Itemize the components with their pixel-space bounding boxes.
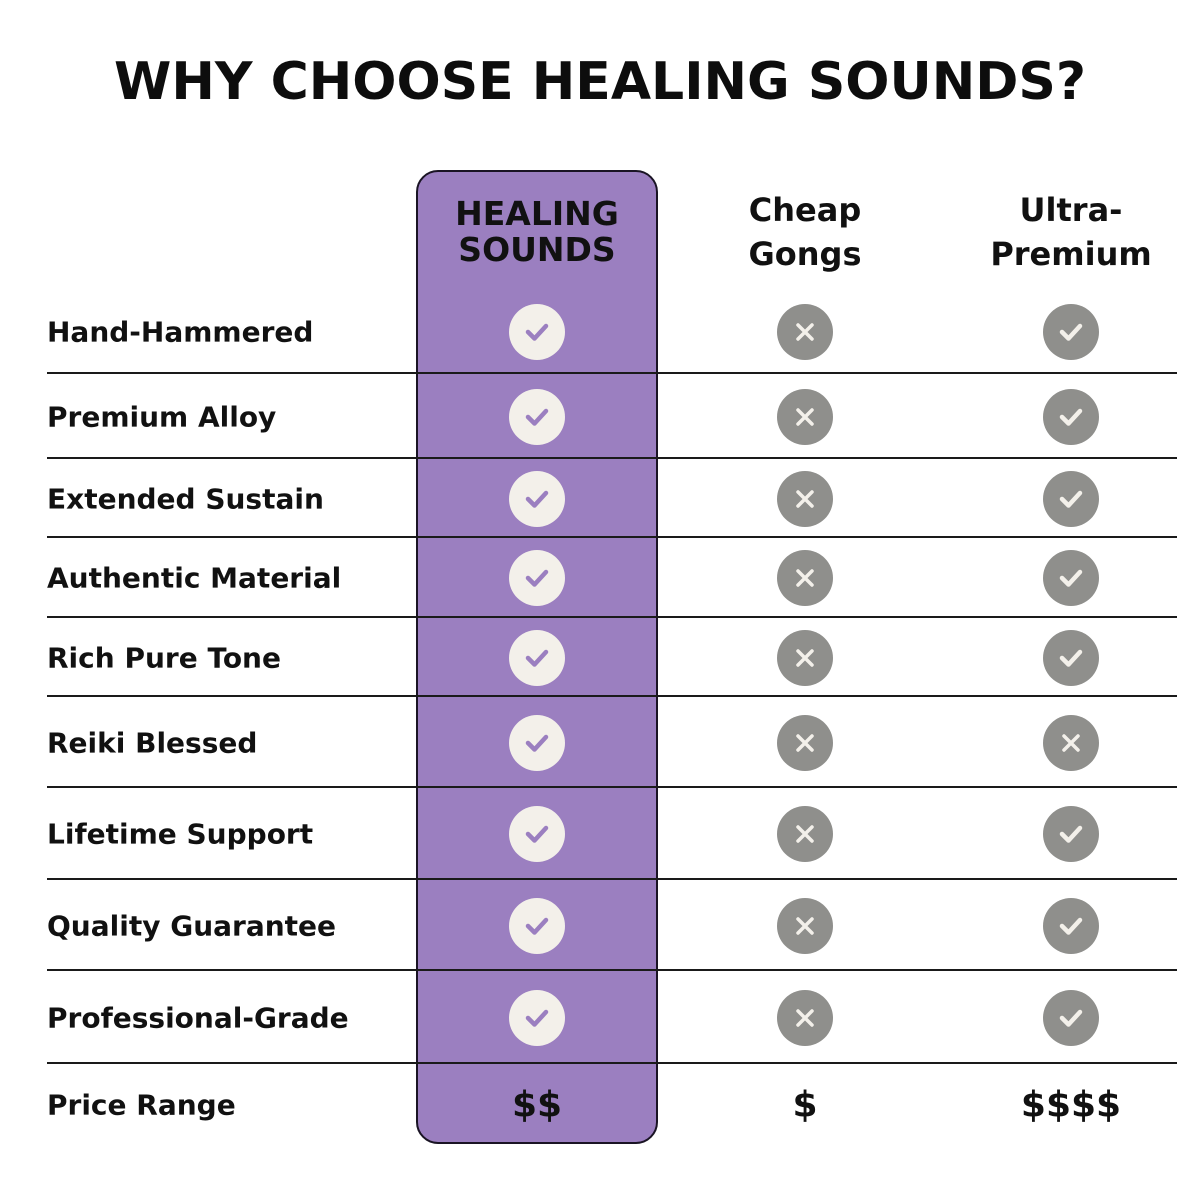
- cross-icon: [1043, 714, 1099, 771]
- header-line: Ultra-: [1019, 191, 1123, 229]
- price-value: $$$$: [1020, 1084, 1122, 1125]
- table-cell: [509, 989, 565, 1046]
- header-line: HEALING: [455, 194, 619, 233]
- feature-label: Professional-Grade: [47, 1001, 349, 1034]
- row-divider: [47, 616, 1177, 618]
- table-row: Reiki Blessed: [47, 697, 1177, 788]
- table-cell: [509, 388, 565, 445]
- table-cell: [1043, 629, 1099, 686]
- check-icon: [1043, 304, 1099, 360]
- table-cell: [1043, 304, 1099, 360]
- table-row: Professional-Grade: [47, 971, 1177, 1064]
- column-header-ultra-premium: Ultra- Premium: [960, 188, 1182, 276]
- check-icon: [509, 989, 565, 1046]
- price-value: $$: [511, 1084, 563, 1125]
- table-row: Rich Pure Tone: [47, 618, 1177, 697]
- header-line: Premium: [990, 235, 1152, 273]
- check-icon: [509, 629, 565, 686]
- feature-label: Reiki Blessed: [47, 726, 258, 759]
- table-cell: [509, 714, 565, 771]
- table-cell: [777, 304, 833, 360]
- check-icon: [1043, 388, 1099, 445]
- row-divider: [47, 786, 1177, 788]
- table-cell: [509, 550, 565, 606]
- table-cell: $$: [512, 1084, 562, 1125]
- table-row: Lifetime Support: [47, 788, 1177, 880]
- table-cell: [1043, 714, 1099, 771]
- table-cell: [777, 629, 833, 686]
- table-cell: [1043, 470, 1099, 527]
- table-row: Premium Alloy: [47, 374, 1177, 459]
- feature-label: Extended Sustain: [47, 482, 324, 515]
- check-icon: [509, 897, 565, 954]
- cross-icon: [777, 470, 833, 527]
- table-cell: [777, 806, 833, 862]
- feature-label: Lifetime Support: [47, 817, 314, 851]
- table-row: Quality Guarantee: [47, 880, 1177, 971]
- check-icon: [1043, 897, 1099, 954]
- check-icon: [1043, 629, 1099, 686]
- price-row: Price Range $$ $ $$$$: [47, 1064, 1177, 1145]
- table-cell: [1043, 897, 1099, 954]
- table-cell: [777, 550, 833, 606]
- check-icon: [1043, 806, 1099, 862]
- table-row: Authentic Material: [47, 538, 1177, 618]
- cross-icon: [777, 897, 833, 954]
- table-cell: $$$$: [1021, 1084, 1121, 1125]
- page-title: WHY CHOOSE HEALING SOUNDS?: [113, 52, 1087, 112]
- table-cell: [1043, 388, 1099, 445]
- feature-label: Premium Alloy: [47, 400, 277, 433]
- column-header-healing-sounds: HEALING SOUNDS: [416, 196, 658, 268]
- table-cell: [509, 304, 565, 360]
- table-cell: $: [792, 1084, 817, 1125]
- table-cell: [777, 388, 833, 445]
- table-cell: [509, 806, 565, 862]
- cross-icon: [777, 806, 833, 862]
- table-row: Extended Sustain: [47, 459, 1177, 538]
- row-divider: [47, 969, 1177, 971]
- row-divider: [47, 536, 1177, 538]
- check-icon: [1043, 550, 1099, 606]
- check-icon: [509, 550, 565, 606]
- feature-label: Price Range: [47, 1088, 236, 1121]
- table-cell: [509, 897, 565, 954]
- table-cell: [509, 629, 565, 686]
- row-divider: [47, 372, 1177, 374]
- table-row: Hand-Hammered: [47, 290, 1177, 374]
- cross-icon: [777, 629, 833, 686]
- check-icon: [509, 304, 565, 360]
- table-cell: [1043, 806, 1099, 862]
- row-divider: [47, 695, 1177, 697]
- feature-label: Authentic Material: [47, 561, 342, 595]
- table-cell: [777, 989, 833, 1046]
- row-divider: [47, 878, 1177, 880]
- header-line: Gongs: [748, 235, 862, 273]
- table-cell: [777, 897, 833, 954]
- check-icon: [509, 806, 565, 862]
- price-value: $: [792, 1084, 818, 1125]
- header-line: Cheap: [748, 191, 862, 229]
- table-cell: [1043, 989, 1099, 1046]
- feature-label: Rich Pure Tone: [47, 641, 281, 674]
- check-icon: [509, 714, 565, 771]
- check-icon: [1043, 470, 1099, 527]
- table-cell: [777, 714, 833, 771]
- table-cell: [509, 470, 565, 527]
- check-icon: [509, 470, 565, 527]
- header-line: SOUNDS: [458, 230, 616, 269]
- feature-label: Quality Guarantee: [47, 909, 337, 942]
- feature-label: Hand-Hammered: [47, 315, 314, 349]
- cross-icon: [777, 714, 833, 771]
- cross-icon: [777, 388, 833, 445]
- check-icon: [1043, 989, 1099, 1046]
- cross-icon: [777, 550, 833, 606]
- row-divider: [47, 457, 1177, 459]
- row-divider: [47, 1062, 1177, 1064]
- cross-icon: [777, 304, 833, 360]
- cross-icon: [777, 989, 833, 1046]
- table-cell: [777, 470, 833, 527]
- column-header-cheap-gongs: Cheap Gongs: [705, 188, 905, 276]
- table-cell: [1043, 550, 1099, 606]
- check-icon: [509, 388, 565, 445]
